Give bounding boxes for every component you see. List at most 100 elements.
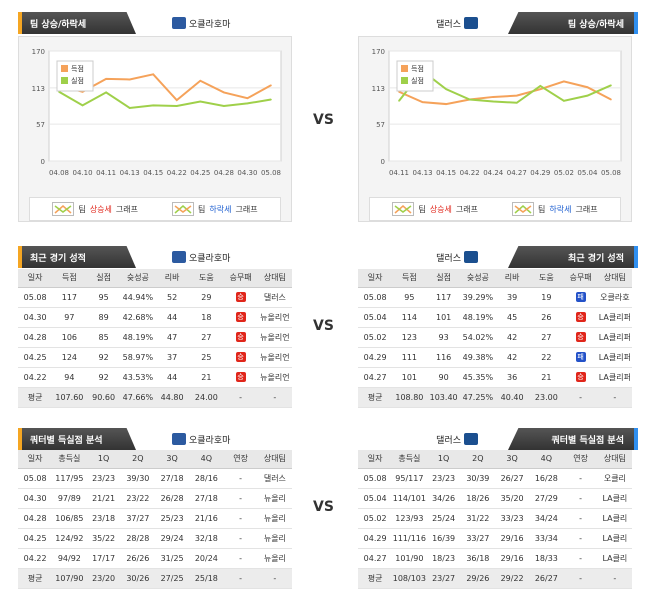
x-tick-label: 04.30	[237, 169, 257, 177]
data-point	[492, 96, 495, 98]
table-cell: 26	[529, 307, 564, 328]
table-cell: 25	[189, 347, 224, 368]
table-row: 04.30 97/89 21/21 23/22 26/28 27/18- 뉴올리	[18, 488, 292, 509]
table-cell: 뉴올리언	[257, 347, 292, 368]
data-point	[610, 98, 612, 101]
table-cell: 45	[495, 307, 530, 328]
average-cell: 40.40	[495, 387, 530, 408]
dallas-logo-icon	[464, 433, 478, 445]
data-point	[445, 103, 447, 105]
table-row: 05.04 114 101 48.19% 45 26 승 LA클리퍼	[358, 307, 632, 328]
table-cell: 26/28	[155, 488, 190, 509]
data-point	[515, 101, 518, 104]
column-header: 총득실	[392, 450, 427, 469]
legend-up-item: 팀 상승세 그래프	[52, 202, 138, 216]
average-cell: 44.80	[155, 387, 190, 408]
x-tick-label: 04.15	[143, 169, 163, 177]
column-header: 리바	[155, 269, 190, 288]
table-row: 04.29 111/116 16/39 33/27 29/16 33/34- LA클리	[358, 528, 632, 549]
legend-label: 득점	[71, 65, 84, 73]
vs-label: VS	[313, 112, 334, 128]
average-cell: 107/90	[52, 568, 87, 589]
table-cell: 33/27	[460, 528, 495, 549]
table-row: 04.27 101 90 45.35% 36 21 승 LA클리퍼	[358, 367, 632, 388]
table-cell: 123/93	[392, 508, 427, 529]
x-tick-label: 05.08	[261, 169, 281, 177]
table-row: 05.04 114/101 34/26 18/26 35/20 27/29- LA클리	[358, 488, 632, 509]
legend-label: 실점	[411, 76, 424, 85]
legend-suffix: 그래프	[235, 204, 258, 214]
average-cell: -	[223, 568, 258, 589]
table-cell: LA클리퍼	[597, 347, 632, 368]
table-cell: 111/116	[392, 528, 427, 549]
table-cell: 44	[155, 367, 190, 388]
table-cell: 18	[189, 307, 224, 328]
loss-badge: 패	[575, 292, 586, 302]
table-cell: 97	[52, 307, 87, 328]
legend-up-label: 상승세	[89, 204, 112, 214]
column-header: 슛성공	[120, 269, 155, 288]
column-header: 도움	[189, 269, 224, 288]
data-point	[421, 101, 424, 103]
table-cell: 34/26	[426, 488, 461, 509]
data-point	[152, 73, 155, 76]
table-cell: 21	[189, 367, 224, 388]
table-cell: 뉴올리언	[257, 327, 292, 348]
table-cell: 19	[529, 287, 564, 308]
quarter-right-header: 댈러스 쿼터별 득실점 분석	[358, 428, 638, 450]
table-row: 05.02 123/93 25/24 31/22 33/23 34/24- LA클리	[358, 508, 632, 529]
table-cell: 29	[189, 287, 224, 308]
table-cell: 16/28	[529, 468, 564, 489]
data-point	[270, 84, 272, 87]
data-point	[152, 104, 155, 107]
data-point	[81, 104, 84, 107]
table-row: 04.29 111 116 49.38% 42 22 패 LA클리퍼	[358, 347, 632, 368]
table-row: 04.28 106 85 48.19% 47 27 승 뉴올리언	[18, 327, 292, 348]
table-header-row: 일자 득점 실점 슛성공 리바 도움 승무패 상대팀	[358, 269, 632, 288]
trend-right-legend: 팀 상승세 그래프 팀 하락세 그래프	[369, 197, 621, 221]
table-cell: 92	[86, 367, 121, 388]
table-cell: LA클리퍼	[597, 307, 632, 328]
table-row: 04.25 124 92 58.97% 37 25 승 뉴올리언	[18, 347, 292, 368]
column-header: 득점	[52, 269, 87, 288]
data-point	[610, 84, 612, 87]
table-cell: 승	[223, 327, 258, 348]
table-average-row: 평균 108.80 103.40 47.25% 40.40 23.00- -	[358, 387, 632, 408]
table-cell: 32/18	[189, 528, 224, 549]
table-cell: 23/23	[426, 468, 461, 489]
table-cell: 29/24	[155, 528, 190, 549]
column-header: 2Q	[120, 450, 155, 469]
average-cell: 107.60	[52, 387, 87, 408]
oklahoma-logo-icon	[172, 433, 186, 445]
table-cell: 17/17	[86, 548, 121, 569]
average-cell: 29/22	[495, 568, 530, 589]
data-point	[246, 97, 249, 100]
recent-right-table: 일자 득점 실점 슛성공 리바 도움 승무패 상대팀 05.08 95 117 39.29% 39 19 패…	[358, 269, 632, 408]
trend-left-team: 오클라호마	[172, 17, 230, 30]
average-cell: -	[563, 568, 598, 589]
data-point	[586, 94, 589, 97]
win-badge: 승	[235, 312, 246, 322]
table-cell: 21/21	[86, 488, 121, 509]
table-cell: 04.22	[18, 367, 53, 388]
table-cell: 101	[392, 367, 427, 388]
y-tick-label: 0	[381, 158, 385, 166]
table-cell: 20/24	[189, 548, 224, 569]
series-line-1	[58, 90, 272, 109]
x-tick-label: 05.04	[577, 169, 598, 177]
table-cell: 93	[426, 327, 461, 348]
table-cell: 승	[223, 287, 258, 308]
table-cell: 05.08	[18, 287, 53, 308]
average-cell: -	[563, 387, 598, 408]
legend-swatch	[61, 65, 68, 72]
x-tick-label: 04.11	[389, 169, 409, 177]
legend-suffix: 그래프	[575, 204, 598, 214]
table-cell: 94	[52, 367, 87, 388]
y-tick-label: 170	[32, 48, 45, 56]
table-cell: 58.97%	[120, 347, 155, 368]
table-cell: 27/29	[529, 488, 564, 509]
table-cell: 27/18	[189, 488, 224, 509]
series-line-1	[398, 69, 612, 104]
table-cell: 92	[86, 347, 121, 368]
